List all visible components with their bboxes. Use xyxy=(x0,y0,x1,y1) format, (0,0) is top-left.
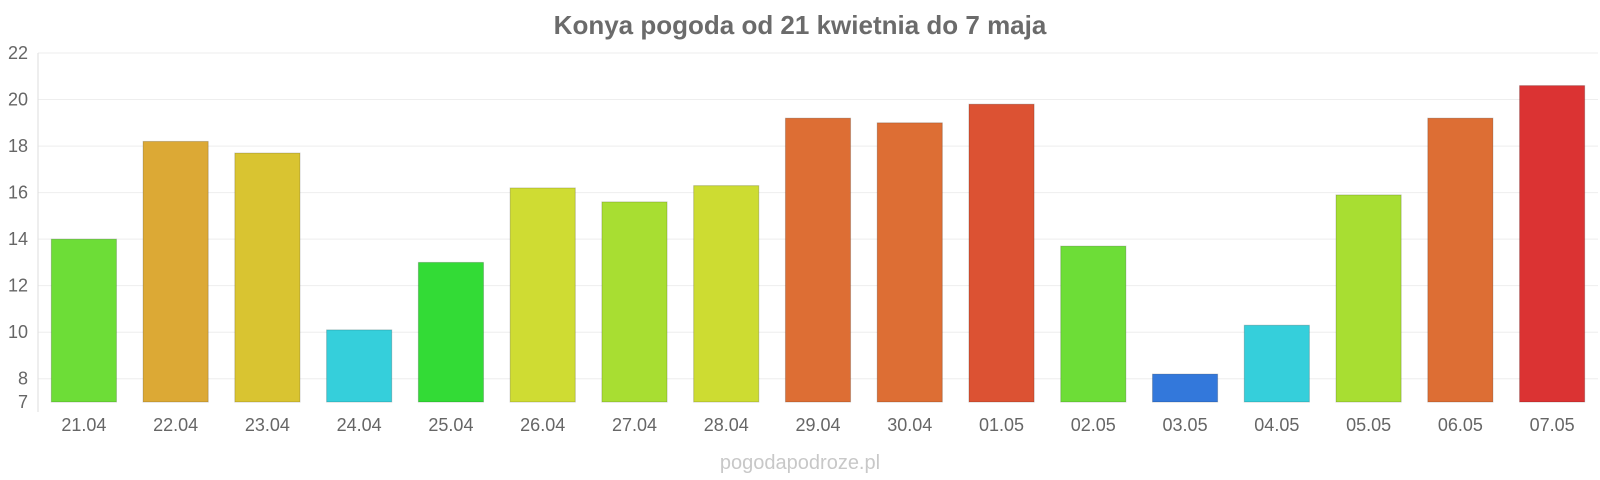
x-tick-label: 25.04 xyxy=(428,415,473,435)
x-tick-label: 03.05 xyxy=(1163,415,1208,435)
x-tick-label: 30.04 xyxy=(887,415,932,435)
x-tick-label: 01.05 xyxy=(979,415,1024,435)
bar-07.05 xyxy=(1519,85,1586,403)
x-tick-label: 27.04 xyxy=(612,415,657,435)
x-tick-label: 21.04 xyxy=(61,415,106,435)
y-tick-label: 18 xyxy=(8,136,28,156)
bar-28.04 xyxy=(693,185,760,403)
bar-03.05 xyxy=(1151,373,1219,403)
bar-04.05 xyxy=(1243,324,1310,403)
x-tick-label: 26.04 xyxy=(520,415,565,435)
bar-24.04 xyxy=(326,329,393,403)
y-tick-label: 22 xyxy=(8,43,28,63)
x-tick-label: 04.05 xyxy=(1254,415,1299,435)
bar-25.04 xyxy=(417,261,485,403)
bar-26.04 xyxy=(509,187,576,403)
y-tick-label: 12 xyxy=(8,276,28,296)
y-tick-label: 16 xyxy=(8,183,28,203)
x-tick-label: 05.05 xyxy=(1346,415,1391,435)
bar-05.05 xyxy=(1335,194,1402,403)
y-tick-label: 8 xyxy=(18,369,28,389)
x-tick-label: 02.05 xyxy=(1071,415,1116,435)
x-tick-label: 23.04 xyxy=(245,415,290,435)
bar-01.05 xyxy=(968,103,1035,403)
bar-22.04 xyxy=(142,140,209,403)
x-tick-label: 22.04 xyxy=(153,415,198,435)
x-tick-label: 07.05 xyxy=(1530,415,1575,435)
bar-29.04 xyxy=(784,117,852,403)
x-tick-label: 28.04 xyxy=(704,415,749,435)
bar-21.04 xyxy=(50,238,117,403)
y-tick-label: 20 xyxy=(8,90,28,110)
x-tick-label: 06.05 xyxy=(1438,415,1483,435)
watermark: pogodapodroze.pl xyxy=(719,452,881,474)
bar-06.05 xyxy=(1427,117,1494,403)
y-tick-label: 7 xyxy=(18,392,28,412)
bar-23.04 xyxy=(234,152,301,403)
y-tick-label: 10 xyxy=(8,322,28,342)
x-tick-label: 29.04 xyxy=(795,415,840,435)
bar-02.05 xyxy=(1060,245,1127,403)
y-tick-label: 14 xyxy=(8,229,28,249)
chart-title: Konya pogoda od 21 kwietnia do 7 maja xyxy=(553,10,1047,40)
x-tick-label: 24.04 xyxy=(337,415,382,435)
bar-27.04 xyxy=(601,201,668,403)
bar-30.04 xyxy=(876,122,943,403)
